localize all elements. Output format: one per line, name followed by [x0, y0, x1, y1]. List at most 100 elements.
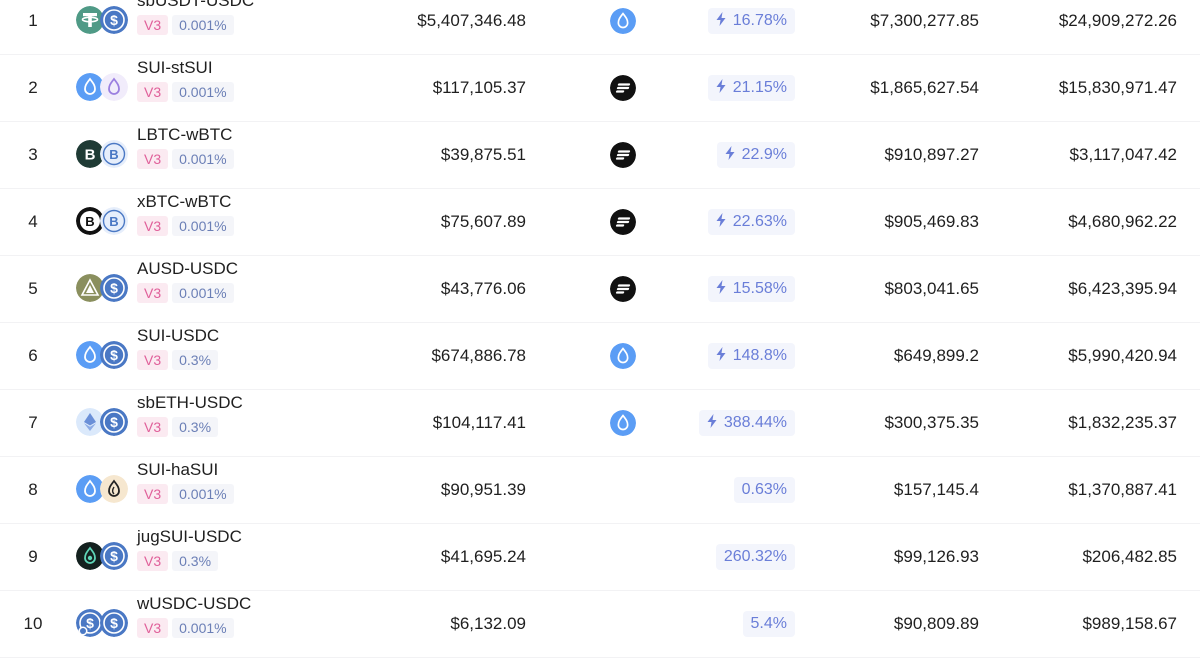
tvl-value: $41,695.24 [440, 546, 526, 566]
table-row[interactable]: 4 B B xBTC-wBTC V3 0.001% $75,607.89 22.6… [0, 188, 1200, 256]
fees-value: $4,680,962.22 [1068, 211, 1177, 231]
rank: 9 [28, 546, 38, 566]
rank: 1 [28, 10, 38, 30]
wbtc-icon: B [100, 139, 128, 168]
tvl-value: $117,105.37 [432, 77, 526, 97]
volume-value: $90,809.89 [893, 613, 979, 633]
table-row[interactable]: 2 SUI-stSUI V3 0.001% $117,105.37 21.15% … [0, 54, 1200, 122]
table-row[interactable]: 6 $ SUI-USDC V3 0.3% $674,886.78 148.8% $… [0, 322, 1200, 390]
pool-badges: V3 0.3% [137, 417, 219, 437]
volume-value: $157,145.4 [893, 479, 979, 499]
version-badge: V3 [137, 82, 169, 102]
fees-value: $6,423,395.94 [1068, 278, 1177, 298]
version-badge: V3 [137, 484, 169, 504]
fees-value: $1,370,887.41 [1068, 479, 1177, 499]
volume-value: $99,126.93 [893, 546, 979, 566]
lightning-icon [707, 413, 717, 428]
pair-name[interactable]: jugSUI-USDC [137, 527, 242, 546]
apr-badge[interactable]: 15.58% [707, 275, 795, 302]
pair-name[interactable]: wUSDC-USDC [137, 594, 252, 613]
pair-name[interactable]: SUI-haSUI [137, 460, 219, 479]
lbtc-icon: B [76, 139, 104, 168]
usdt-icon [76, 5, 104, 34]
tvl-value: $5,407,346.48 [417, 10, 526, 30]
fee-tier-badge: 0.001% [172, 618, 234, 638]
pool-badges: V3 0.001% [137, 216, 234, 236]
apr-value: 22.9% [741, 145, 787, 163]
fees-value: $1,832,235.37 [1068, 412, 1177, 432]
pair-name[interactable]: sbETH-USDC [137, 393, 243, 412]
table-row[interactable]: 8 SUI-haSUI V3 0.001% $90,951.39 0.63% $1… [0, 456, 1200, 524]
fee-tier-badge: 0.001% [172, 149, 234, 169]
pair-name[interactable]: SUI-USDC [137, 326, 220, 345]
sui-protocol-icon [610, 342, 636, 369]
lightning-icon [716, 346, 726, 361]
tvl-value: $104,117.41 [432, 412, 526, 432]
pair-name[interactable]: AUSD-USDC [137, 259, 239, 278]
table-row[interactable]: 9 $ jugSUI-USDC V3 0.3% $41,695.24 260.32… [0, 523, 1200, 591]
lightning-icon [716, 279, 726, 294]
fee-tier-badge: 0.001% [172, 484, 234, 504]
apr-value: 15.58% [732, 279, 787, 297]
table-row[interactable]: 10 $ $ wUSDC-USDC V3 0.001% $6,132.09 5.4… [0, 590, 1200, 658]
volume-value: $300,375.35 [884, 412, 979, 432]
apr-value: 16.78% [732, 11, 787, 29]
sui-protocol-icon [610, 409, 636, 436]
table-row[interactable]: 5 $ AUSD-USDC V3 0.001% $43,776.06 15.58%… [0, 255, 1200, 323]
sui-icon [76, 474, 104, 503]
fee-tier-badge: 0.001% [172, 216, 234, 236]
apr-badge[interactable]: 22.63% [707, 208, 795, 235]
apr-badge[interactable]: 0.63% [733, 476, 795, 503]
fees-value: $206,482.85 [1082, 546, 1177, 566]
svg-text:$: $ [110, 12, 118, 28]
volume-value: $910,897.27 [884, 144, 979, 164]
pair-name[interactable]: SUI-stSUI [137, 58, 213, 77]
apr-badge[interactable]: 260.32% [715, 543, 795, 570]
lightning-icon [716, 11, 726, 26]
pool-badges: V3 0.3% [137, 551, 219, 571]
fee-tier-badge: 0.3% [172, 350, 219, 370]
fees-value: $3,117,047.42 [1069, 144, 1177, 164]
apr-badge[interactable]: 388.44% [698, 409, 795, 436]
tvl-value: $43,776.06 [440, 278, 526, 298]
fee-tier-badge: 0.001% [172, 15, 234, 35]
pair-icons: $ [76, 407, 132, 438]
pair-name[interactable]: sbUSDT-USDC [137, 0, 255, 10]
volume-value: $1,865,627.54 [870, 77, 979, 97]
apr-badge[interactable]: 16.78% [707, 7, 795, 34]
pair-name[interactable]: LBTC-wBTC [137, 125, 233, 144]
pair-icons: $ [76, 541, 132, 572]
tvl-value: $39,875.51 [440, 144, 526, 164]
rank: 10 [23, 613, 43, 633]
svg-text:$: $ [110, 548, 118, 564]
lightning-icon [716, 78, 726, 93]
rank: 7 [28, 412, 38, 432]
svg-text:$: $ [110, 280, 118, 296]
pair-icons: $ [76, 5, 132, 36]
apr-badge[interactable]: 21.15% [707, 74, 795, 101]
fees-value: $989,158.67 [1082, 613, 1177, 633]
svg-text:B: B [109, 147, 118, 162]
apr-badge[interactable]: 148.8% [707, 342, 795, 369]
svg-text:B: B [85, 146, 96, 163]
apr-badge[interactable]: 5.4% [742, 610, 795, 637]
sui-protocol-icon [610, 7, 636, 34]
pool-badges: V3 0.001% [137, 149, 234, 169]
version-badge: V3 [137, 283, 169, 303]
pair-name[interactable]: xBTC-wBTC [137, 192, 232, 211]
tvl-value: $674,886.78 [431, 345, 526, 365]
pool-badges: V3 0.001% [137, 618, 234, 638]
version-badge: V3 [137, 216, 169, 236]
apr-value: 0.63% [741, 480, 787, 498]
usdc-icon: $ [100, 273, 128, 302]
apr-value: 22.63% [732, 212, 787, 230]
volume-value: $649,899.2 [893, 345, 979, 365]
table-row[interactable]: 1 $ sbUSDT-USDC V3 0.001% $5,407,346.48 1… [0, 0, 1200, 55]
table-row[interactable]: 3 B B LBTC-wBTC V3 0.001% $39,875.51 22.9… [0, 121, 1200, 189]
apr-badge[interactable]: 22.9% [716, 141, 795, 168]
pair-icons: $ $ [76, 608, 132, 639]
version-badge: V3 [137, 149, 169, 169]
jugsui-icon [76, 541, 104, 570]
table-row[interactable]: 7 $ sbETH-USDC V3 0.3% $104,117.41 388.44… [0, 389, 1200, 457]
rank: 3 [28, 144, 38, 164]
